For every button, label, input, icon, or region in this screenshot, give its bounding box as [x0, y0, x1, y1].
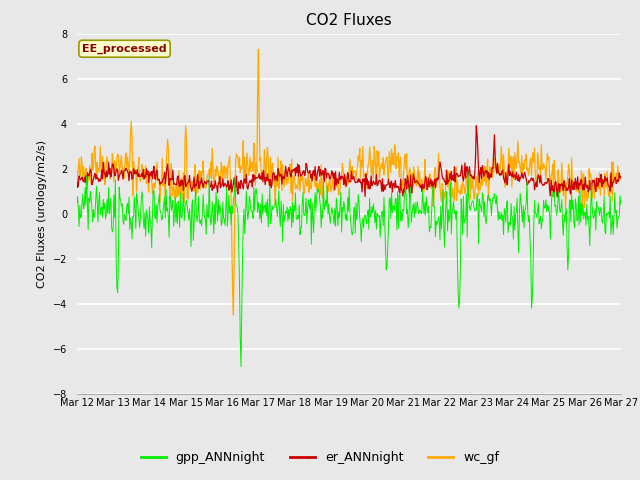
- gpp_ANNnight: [223, 185, 230, 191]
- Legend: gpp_ANNnight, er_ANNnight, wc_gf: gpp_ANNnight, er_ANNnight, wc_gf: [136, 446, 504, 469]
- wc_gf: [230, 312, 237, 318]
- er_ANNnight: [139, 174, 147, 180]
- wc_gf: [617, 173, 625, 179]
- Title: CO2 Fluxes: CO2 Fluxes: [306, 13, 392, 28]
- Line: wc_gf: wc_gf: [77, 49, 621, 315]
- wc_gf: [194, 190, 202, 195]
- Text: EE_processed: EE_processed: [82, 44, 167, 54]
- gpp_ANNnight: [73, 200, 81, 206]
- gpp_ANNnight: [416, 207, 424, 213]
- gpp_ANNnight: [83, 173, 90, 179]
- er_ANNnight: [415, 181, 422, 187]
- er_ANNnight: [223, 185, 230, 191]
- er_ANNnight: [617, 174, 625, 180]
- gpp_ANNnight: [194, 212, 202, 218]
- gpp_ANNnight: [464, 168, 472, 174]
- er_ANNnight: [83, 182, 90, 188]
- wc_gf: [417, 180, 424, 185]
- Line: er_ANNnight: er_ANNnight: [77, 126, 621, 197]
- wc_gf: [255, 47, 262, 52]
- gpp_ANNnight: [617, 202, 625, 207]
- gpp_ANNnight: [431, 234, 439, 240]
- er_ANNnight: [472, 123, 480, 129]
- Y-axis label: CO2 Fluxes (urology/m2/s): CO2 Fluxes (urology/m2/s): [37, 140, 47, 288]
- er_ANNnight: [194, 171, 202, 177]
- er_ANNnight: [554, 194, 561, 200]
- gpp_ANNnight: [139, 193, 147, 199]
- wc_gf: [139, 168, 147, 174]
- gpp_ANNnight: [237, 364, 245, 370]
- wc_gf: [433, 184, 440, 190]
- Line: gpp_ANNnight: gpp_ANNnight: [77, 171, 621, 367]
- wc_gf: [83, 187, 90, 192]
- er_ANNnight: [73, 176, 81, 181]
- wc_gf: [73, 168, 81, 173]
- wc_gf: [223, 165, 230, 171]
- er_ANNnight: [431, 177, 438, 182]
